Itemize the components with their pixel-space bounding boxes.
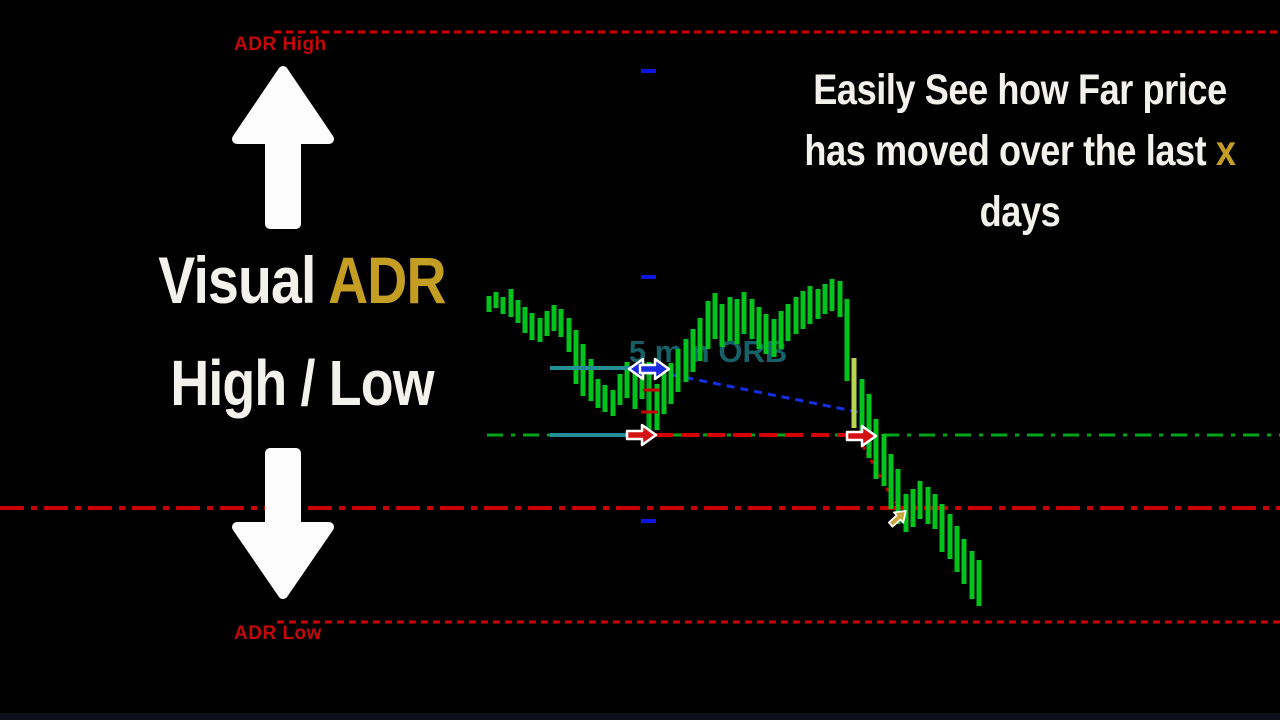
price-bar	[675, 349, 681, 392]
price-bar	[632, 369, 638, 409]
price-bar	[749, 299, 755, 339]
price-bar	[910, 489, 916, 527]
price-bar	[529, 313, 535, 340]
price-bar	[866, 394, 872, 458]
price-bar	[873, 419, 879, 479]
price-bar	[961, 539, 967, 584]
breakdown-marker	[887, 510, 907, 528]
blue-trend-dashed-line	[657, 370, 864, 415]
price-bar	[508, 289, 514, 317]
product-title: Visual ADR	[48, 244, 555, 316]
price-bar	[639, 361, 645, 399]
price-bar	[522, 307, 528, 333]
price-bar	[617, 374, 623, 405]
price-bar	[895, 469, 901, 524]
orb-low-marker	[625, 423, 658, 447]
orb-high-marker	[638, 357, 671, 381]
price-bar	[756, 307, 762, 349]
price-bar	[939, 504, 945, 552]
price-bar	[551, 305, 557, 331]
price-bar	[837, 281, 843, 317]
price-bar	[690, 329, 696, 372]
price-bar	[734, 299, 740, 344]
price-bar	[822, 284, 828, 314]
price-bar	[815, 289, 821, 319]
price-bar	[778, 311, 784, 349]
price-bar	[515, 300, 521, 323]
price-bar	[624, 362, 630, 398]
price-bar	[493, 292, 499, 308]
price-bar	[705, 301, 711, 349]
price-bar	[793, 297, 799, 334]
price-bar	[763, 314, 769, 354]
price-bar	[917, 481, 923, 519]
price-bar	[976, 560, 982, 606]
headline-line2: has moved over the last	[804, 127, 1216, 175]
product-title-white: Visual	[158, 243, 329, 317]
headline-line3: days	[979, 188, 1061, 236]
price-bar	[807, 286, 813, 324]
price-bar	[573, 330, 579, 384]
price-bar	[771, 319, 777, 357]
price-bar	[712, 293, 718, 339]
price-bar	[844, 299, 850, 381]
price-bar	[500, 297, 506, 314]
price-bar	[588, 359, 594, 401]
headline-line2-gold: x	[1215, 127, 1236, 175]
price-bar	[719, 304, 725, 347]
price-bar	[859, 379, 865, 441]
price-bar	[829, 279, 835, 311]
down-arrow-icon	[232, 448, 334, 599]
price-bar	[661, 373, 667, 414]
price-bar	[785, 304, 791, 341]
price-bar	[544, 311, 550, 336]
price-bar	[741, 292, 747, 334]
price-bar	[566, 318, 572, 352]
price-bar	[683, 339, 689, 382]
adr-low-label: ADR Low	[234, 623, 322, 644]
headline: Easily See how Far price has moved over t…	[802, 60, 1239, 243]
headline-line1: Easily See how Far price	[813, 66, 1227, 114]
product-title-gold: ADR	[328, 243, 446, 317]
bottom-strip	[0, 713, 1280, 720]
price-bar	[954, 526, 960, 572]
price-bar	[654, 384, 660, 430]
price-bar	[881, 434, 887, 486]
price-bar	[969, 551, 975, 599]
price-bar	[537, 318, 543, 342]
price-bar	[851, 358, 857, 428]
price-bar	[888, 454, 894, 509]
price-bar	[947, 514, 953, 559]
adr-high-label: ADR High	[234, 34, 327, 55]
price-bar	[697, 318, 703, 361]
price-bar	[610, 390, 616, 416]
price-bar	[932, 494, 938, 529]
price-bar	[486, 296, 492, 312]
up-arrow-icon	[232, 66, 334, 229]
price-bar	[595, 379, 601, 408]
price-bar	[925, 487, 931, 524]
price-bar	[602, 385, 608, 412]
orb-retest-marker	[845, 424, 878, 448]
product-subtitle: High / Low	[170, 347, 434, 419]
price-bar	[727, 297, 733, 341]
price-bar	[668, 363, 674, 404]
price-bar	[800, 291, 806, 329]
price-bar	[558, 309, 564, 337]
